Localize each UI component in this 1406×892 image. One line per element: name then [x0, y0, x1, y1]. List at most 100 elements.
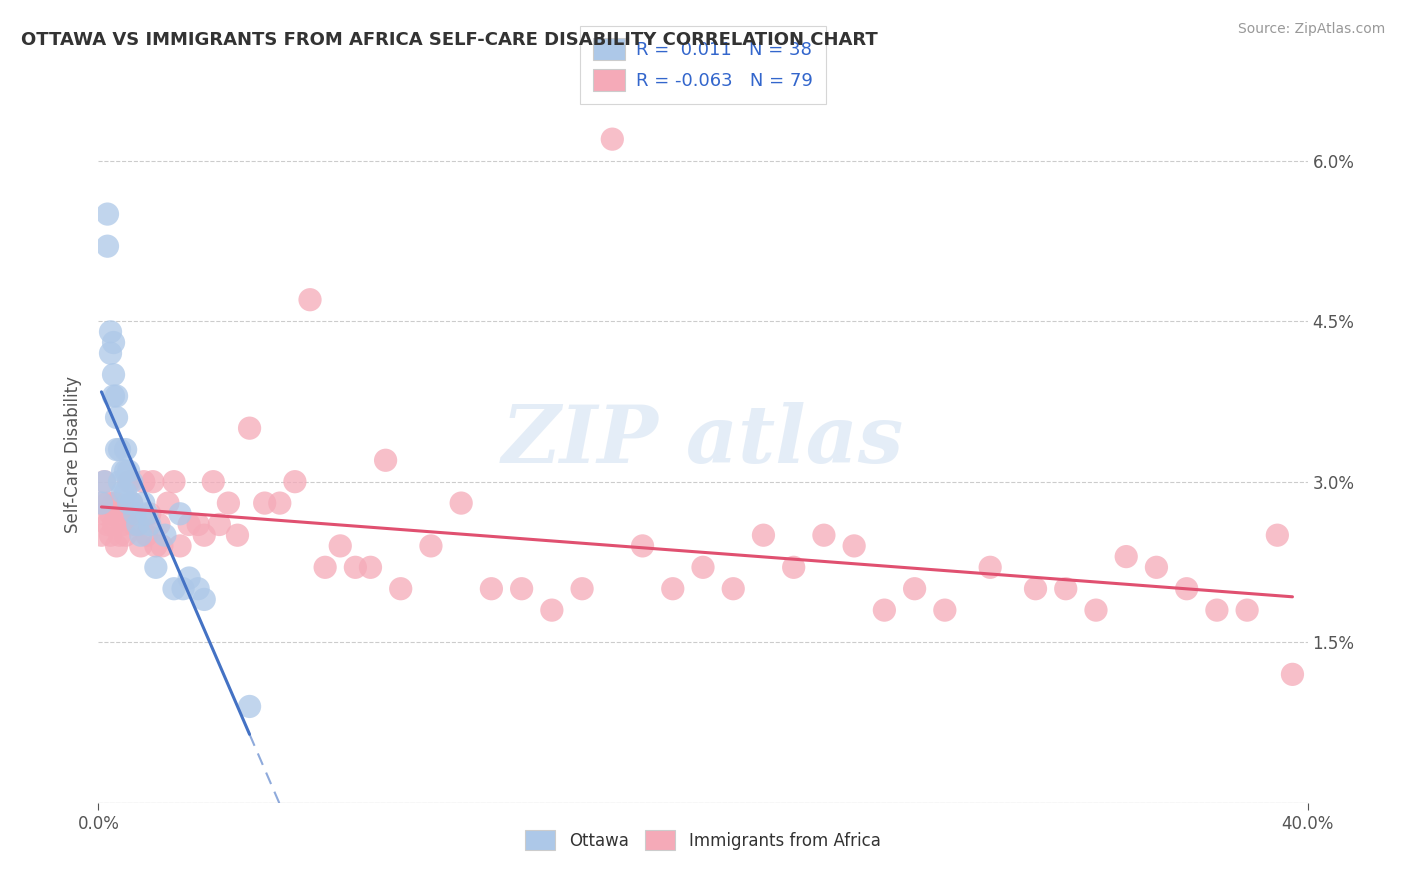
Point: [96, 496, 118, 510]
Point: [103, 368, 125, 382]
Point: [389, 582, 412, 596]
Point: [108, 507, 131, 521]
Point: [163, 475, 186, 489]
Y-axis label: Self-Care Disability: Self-Care Disability: [65, 376, 83, 533]
Point: [105, 442, 128, 457]
Point: [450, 496, 472, 510]
Point: [284, 475, 307, 489]
Point: [90, 496, 112, 510]
Point: [132, 475, 155, 489]
Point: [100, 325, 122, 339]
Point: [360, 560, 382, 574]
Point: [96, 239, 118, 253]
Point: [114, 442, 136, 457]
Point: [90, 496, 112, 510]
Point: [844, 539, 866, 553]
Point: [904, 582, 927, 596]
Point: [139, 507, 162, 521]
Point: [132, 496, 155, 510]
Point: [169, 507, 191, 521]
Point: [374, 453, 396, 467]
Point: [103, 496, 125, 510]
Point: [153, 528, 176, 542]
Point: [420, 539, 443, 553]
Point: [135, 507, 157, 521]
Point: [193, 592, 215, 607]
Point: [103, 389, 125, 403]
Point: [127, 517, 149, 532]
Point: [129, 539, 152, 553]
Point: [96, 207, 118, 221]
Point: [90, 528, 112, 542]
Text: Source: ZipAtlas.com: Source: ZipAtlas.com: [1237, 22, 1385, 37]
Point: [253, 496, 276, 510]
Point: [105, 410, 128, 425]
Point: [105, 539, 128, 553]
Point: [813, 528, 835, 542]
Point: [127, 517, 149, 532]
Point: [100, 528, 122, 542]
Point: [193, 528, 215, 542]
Point: [108, 528, 131, 542]
Point: [692, 560, 714, 574]
Point: [139, 517, 162, 532]
Point: [1054, 582, 1077, 596]
Point: [1024, 582, 1046, 596]
Point: [169, 539, 191, 553]
Point: [1267, 528, 1289, 542]
Point: [1175, 582, 1198, 596]
Point: [752, 528, 775, 542]
Point: [156, 496, 179, 510]
Point: [979, 560, 1001, 574]
Point: [148, 517, 170, 532]
Point: [208, 517, 231, 532]
Point: [226, 528, 249, 542]
Point: [540, 603, 562, 617]
Point: [142, 475, 165, 489]
Point: [111, 485, 134, 500]
Point: [217, 496, 239, 510]
Point: [631, 539, 654, 553]
Point: [661, 582, 683, 596]
Point: [145, 560, 167, 574]
Point: [239, 699, 262, 714]
Point: [202, 475, 225, 489]
Point: [187, 582, 209, 596]
Text: ZIP atlas: ZIP atlas: [502, 402, 904, 480]
Point: [124, 517, 146, 532]
Point: [93, 507, 115, 521]
Point: [114, 464, 136, 478]
Point: [179, 517, 201, 532]
Point: [118, 475, 141, 489]
Point: [187, 517, 209, 532]
Legend: Ottawa, Immigrants from Africa: Ottawa, Immigrants from Africa: [519, 823, 887, 857]
Text: OTTAWA VS IMMIGRANTS FROM AFRICA SELF-CARE DISABILITY CORRELATION CHART: OTTAWA VS IMMIGRANTS FROM AFRICA SELF-CA…: [21, 31, 877, 49]
Point: [135, 528, 157, 542]
Point: [1206, 603, 1229, 617]
Point: [100, 346, 122, 360]
Point: [1144, 560, 1167, 574]
Point: [111, 464, 134, 478]
Point: [114, 528, 136, 542]
Point: [93, 475, 115, 489]
Point: [114, 485, 136, 500]
Point: [481, 582, 503, 596]
Point: [602, 132, 624, 146]
Point: [121, 475, 143, 489]
Point: [163, 582, 186, 596]
Point: [1085, 603, 1108, 617]
Point: [118, 464, 141, 478]
Point: [344, 560, 367, 574]
Point: [1281, 667, 1303, 681]
Point: [239, 421, 262, 435]
Point: [571, 582, 593, 596]
Point: [121, 496, 143, 510]
Point: [103, 335, 125, 350]
Point: [105, 389, 128, 403]
Point: [108, 442, 131, 457]
Point: [1236, 603, 1258, 617]
Point: [145, 539, 167, 553]
Point: [121, 496, 143, 510]
Point: [108, 475, 131, 489]
Point: [1115, 549, 1137, 564]
